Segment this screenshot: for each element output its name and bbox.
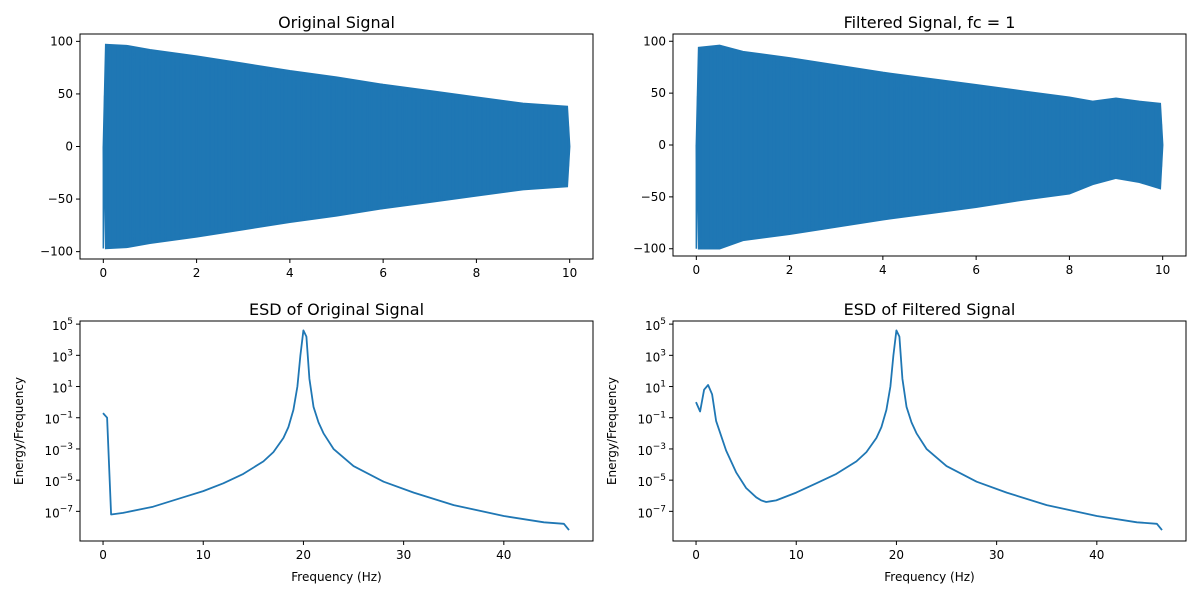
y-tick-label: 105 (645, 317, 666, 333)
x-tick-label: 20 (889, 548, 904, 562)
y-tick-label: −50 (48, 192, 73, 206)
subplot-4: 0 10 20 30 40 10−7 10−5 10−3 10−1 101 103 105 ESD of… (605, 300, 1187, 584)
axes-frame (672, 320, 1187, 542)
signal-band (102, 43, 571, 250)
x-tick-label: 4 (879, 263, 887, 277)
y-axis-label: Energy/Frequency (605, 377, 619, 485)
y-tick-label: 10−7 (44, 504, 73, 520)
y-tick-label: 0 (658, 138, 666, 152)
y-tick-label: 10−1 (44, 411, 73, 427)
x-tick-label: 30 (396, 548, 411, 562)
y-tick-label: 0 (65, 140, 73, 154)
y-axis-label: Energy/Frequency (12, 377, 26, 485)
signal-band (695, 44, 1164, 250)
x-axis-label: Frequency (Hz) (291, 570, 382, 584)
y-tick-label: 105 (52, 317, 73, 333)
subplot-title: Filtered Signal, fc = 1 (844, 13, 1016, 32)
y-tick-label: 10−7 (637, 504, 666, 520)
x-tick-label: 10 (562, 266, 577, 280)
y-tick-label: 101 (645, 380, 666, 396)
y-tick-label: 10−5 (637, 473, 666, 489)
signal-oscillations (696, 45, 1163, 249)
y-tick-label: 100 (643, 34, 666, 48)
x-tick-label: 40 (496, 548, 511, 562)
subplot-title: ESD of Filtered Signal (844, 300, 1016, 319)
subplot-3: 0 10 20 30 40 10−7 10−5 10−3 10−1 101 103 105 ESD of… (12, 300, 594, 584)
x-tick-label: 4 (286, 266, 294, 280)
x-tick-label: 20 (296, 548, 311, 562)
x-tick-label: 0 (692, 263, 700, 277)
x-tick-label: 6 (972, 263, 980, 277)
y-tick-label: 101 (52, 380, 73, 396)
x-tick-label: 0 (692, 548, 700, 562)
y-tick-label: 10−3 (637, 442, 666, 458)
x-axis-label: Frequency (Hz) (884, 570, 975, 584)
y-tick-label: 103 (645, 348, 666, 364)
subplot-2: 0 2 4 6 8 10 −100 −50 0 50 100 Filtered Signal, fc … (633, 13, 1187, 277)
y-tick-label: 10−3 (44, 442, 73, 458)
x-tick-label: 8 (473, 266, 481, 280)
x-tick-label: 10 (196, 548, 211, 562)
x-tick-label: 8 (1066, 263, 1074, 277)
y-tick-label: 10−5 (44, 473, 73, 489)
subplot-1: 0 2 4 6 8 10 −100 −50 0 50 100 Original Signal (40, 13, 594, 280)
subplot-title: Original Signal (278, 13, 395, 32)
x-tick-label: 0 (99, 548, 107, 562)
esd-line (102, 329, 570, 531)
axes-frame (79, 320, 594, 542)
x-tick-label: 2 (786, 263, 794, 277)
y-tick-label: 10−1 (637, 411, 666, 427)
y-tick-label: 50 (651, 86, 666, 100)
y-tick-label: 103 (52, 348, 73, 364)
y-tick-label: −100 (40, 245, 73, 259)
signal-oscillations (103, 44, 570, 249)
x-tick-label: 10 (1155, 263, 1170, 277)
x-tick-label: 30 (989, 548, 1004, 562)
subplot-title: ESD of Original Signal (249, 300, 424, 319)
x-tick-label: 6 (379, 266, 387, 280)
esd-line (695, 329, 1163, 531)
y-tick-label: −50 (641, 190, 666, 204)
x-tick-label: 2 (193, 266, 201, 280)
x-tick-label: 10 (789, 548, 804, 562)
y-tick-label: 100 (50, 34, 73, 48)
x-tick-label: 40 (1089, 548, 1104, 562)
y-tick-label: −100 (633, 242, 666, 256)
y-tick-label: 50 (58, 87, 73, 101)
x-tick-label: 0 (99, 266, 107, 280)
